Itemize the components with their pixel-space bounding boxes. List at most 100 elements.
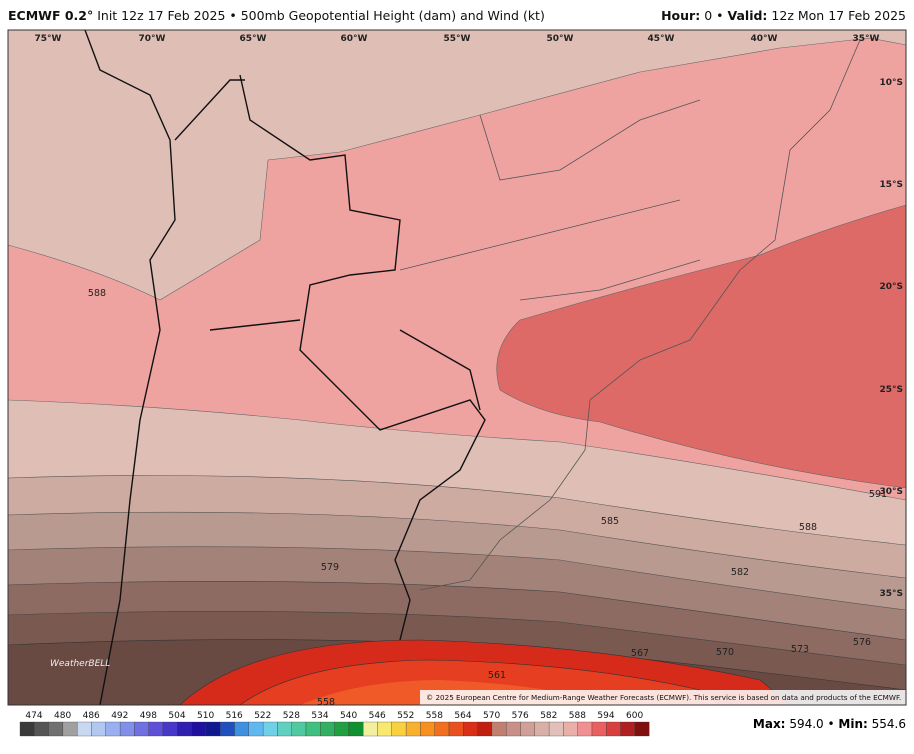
colorbar-label: 576 bbox=[512, 711, 529, 721]
colorbar-label: 552 bbox=[397, 711, 414, 721]
min-value: 554.6 bbox=[872, 717, 906, 731]
colorbar-label: 588 bbox=[569, 711, 586, 721]
colorbar-cell bbox=[348, 721, 364, 737]
colorbar-label: 546 bbox=[369, 711, 386, 721]
contour-label: 582 bbox=[731, 567, 749, 578]
valid-value: 12z Mon 17 Feb 2025 bbox=[771, 8, 906, 23]
contour-labels: 588 591 585 588 582 579 576 573 570 567 561 558 bbox=[88, 288, 887, 708]
latitude-labels: 10°S 15°S 20°S 25°S 30°S 35°S bbox=[879, 78, 903, 599]
contour-label: 591 bbox=[869, 489, 887, 500]
longitude-label: 60°W bbox=[341, 34, 368, 44]
longitude-label: 35°W bbox=[853, 34, 880, 44]
colorbar-cell bbox=[377, 721, 392, 737]
colorbar-cell bbox=[620, 721, 636, 737]
colorbar-cell bbox=[248, 721, 264, 737]
latitude-label: 35°S bbox=[879, 589, 903, 599]
colorbar-label: 498 bbox=[140, 711, 157, 721]
colorbar-label: 480 bbox=[54, 711, 71, 721]
colorbar-cell bbox=[19, 721, 35, 737]
valid-label: Valid: bbox=[727, 8, 767, 23]
colorbar-cell bbox=[506, 721, 521, 737]
colorbar-label: 540 bbox=[340, 711, 357, 721]
colorbar-cell bbox=[363, 721, 378, 737]
colorbar-cell bbox=[262, 721, 278, 737]
contour-label: 585 bbox=[601, 516, 619, 527]
colorbar-label: 486 bbox=[83, 711, 100, 721]
max-min: Max: 594.0 • Min: 554.6 bbox=[753, 717, 906, 731]
colorbar-label: 600 bbox=[626, 711, 643, 721]
contour-label: 588 bbox=[88, 288, 106, 299]
min-label: Min: bbox=[838, 717, 867, 731]
map: WeatherBELL © 2025 European Centre for M… bbox=[7, 29, 907, 708]
contour-label: 561 bbox=[488, 670, 506, 681]
colorbar-cell bbox=[119, 721, 135, 737]
colorbar-cell bbox=[405, 721, 421, 737]
longitude-label: 75°W bbox=[35, 34, 62, 44]
colorbar-cell bbox=[205, 721, 221, 737]
contour-label: 588 bbox=[799, 522, 817, 533]
colorbar-cell bbox=[606, 721, 621, 737]
latitude-label: 20°S bbox=[879, 282, 903, 292]
colorbar-label: 504 bbox=[168, 711, 185, 721]
contour-label: 558 bbox=[317, 697, 335, 708]
border bbox=[174, 79, 481, 411]
colorbar-cell bbox=[320, 721, 335, 737]
run-info: Init 12z 17 Feb 2025 • 500mb Geopotentia… bbox=[97, 8, 545, 23]
header-title: ECMWF 0.2° Init 12z 17 Feb 2025 • 500mb … bbox=[8, 8, 545, 23]
colorbar-cell bbox=[534, 721, 550, 737]
colorbar-cell bbox=[48, 721, 64, 737]
colorbar-cell bbox=[463, 721, 478, 737]
latitude-label: 15°S bbox=[879, 180, 903, 190]
colorbar-cell bbox=[91, 721, 106, 737]
colorbar-cell bbox=[520, 721, 535, 737]
colorbar-cell bbox=[234, 721, 249, 737]
longitude-label: 45°W bbox=[648, 34, 675, 44]
colorbar-cell bbox=[434, 721, 450, 737]
latitude-label: 30°S bbox=[879, 487, 903, 497]
colorbar-label: 594 bbox=[597, 711, 614, 721]
colorbar: 474 480 486 492 498 504 510 516 522 528 534 540 546 5… bbox=[19, 711, 650, 737]
colorbar-cell bbox=[177, 721, 192, 737]
longitude-label: 50°W bbox=[547, 34, 574, 44]
colorbar-cell bbox=[577, 721, 593, 737]
contour-label: 576 bbox=[853, 637, 871, 648]
colorbar-cell bbox=[134, 721, 149, 737]
colorbar-cell bbox=[62, 721, 78, 737]
border bbox=[84, 30, 176, 705]
colorbar-label: 522 bbox=[254, 711, 271, 721]
longitude-label: 65°W bbox=[240, 34, 267, 44]
separator: • bbox=[828, 717, 835, 731]
colorbar-cell bbox=[477, 721, 493, 737]
colorbar-cell bbox=[591, 721, 607, 737]
colorbar-cell bbox=[420, 721, 435, 737]
colorbar-cell bbox=[77, 721, 92, 737]
colorbar-label: 516 bbox=[226, 711, 243, 721]
colorbar-label: 528 bbox=[283, 711, 300, 721]
colorbar-cell bbox=[548, 721, 564, 737]
colorbar-label: 558 bbox=[426, 711, 443, 721]
colorbar-cell bbox=[634, 721, 650, 737]
colorbar-cell bbox=[563, 721, 578, 737]
map-frame bbox=[7, 29, 907, 706]
hour-label: Hour: bbox=[661, 8, 700, 23]
colorbar-cell bbox=[391, 721, 407, 737]
header-valid: Hour: 0 • Valid: 12z Mon 17 Feb 2025 bbox=[661, 8, 906, 23]
height-fill bbox=[496, 204, 906, 489]
colorbar-cell bbox=[334, 721, 350, 737]
colorbar-cell bbox=[191, 721, 207, 737]
colorbar-cell bbox=[277, 721, 292, 737]
colorbar-label: 492 bbox=[111, 711, 128, 721]
copyright-box bbox=[420, 690, 906, 705]
max-label: Max: bbox=[753, 717, 786, 731]
colorbar-label: 582 bbox=[540, 711, 557, 721]
colorbar-label: 564 bbox=[454, 711, 471, 721]
contour-label: 579 bbox=[321, 562, 339, 573]
colorbar-cell bbox=[448, 721, 464, 737]
colorbar-cell bbox=[105, 721, 121, 737]
colorbar-label: 474 bbox=[25, 711, 42, 721]
colorbar-cell bbox=[34, 721, 49, 737]
colorbar-label: 570 bbox=[483, 711, 500, 721]
model-name: ECMWF 0.2° bbox=[8, 8, 93, 23]
longitude-label: 70°W bbox=[139, 34, 166, 44]
